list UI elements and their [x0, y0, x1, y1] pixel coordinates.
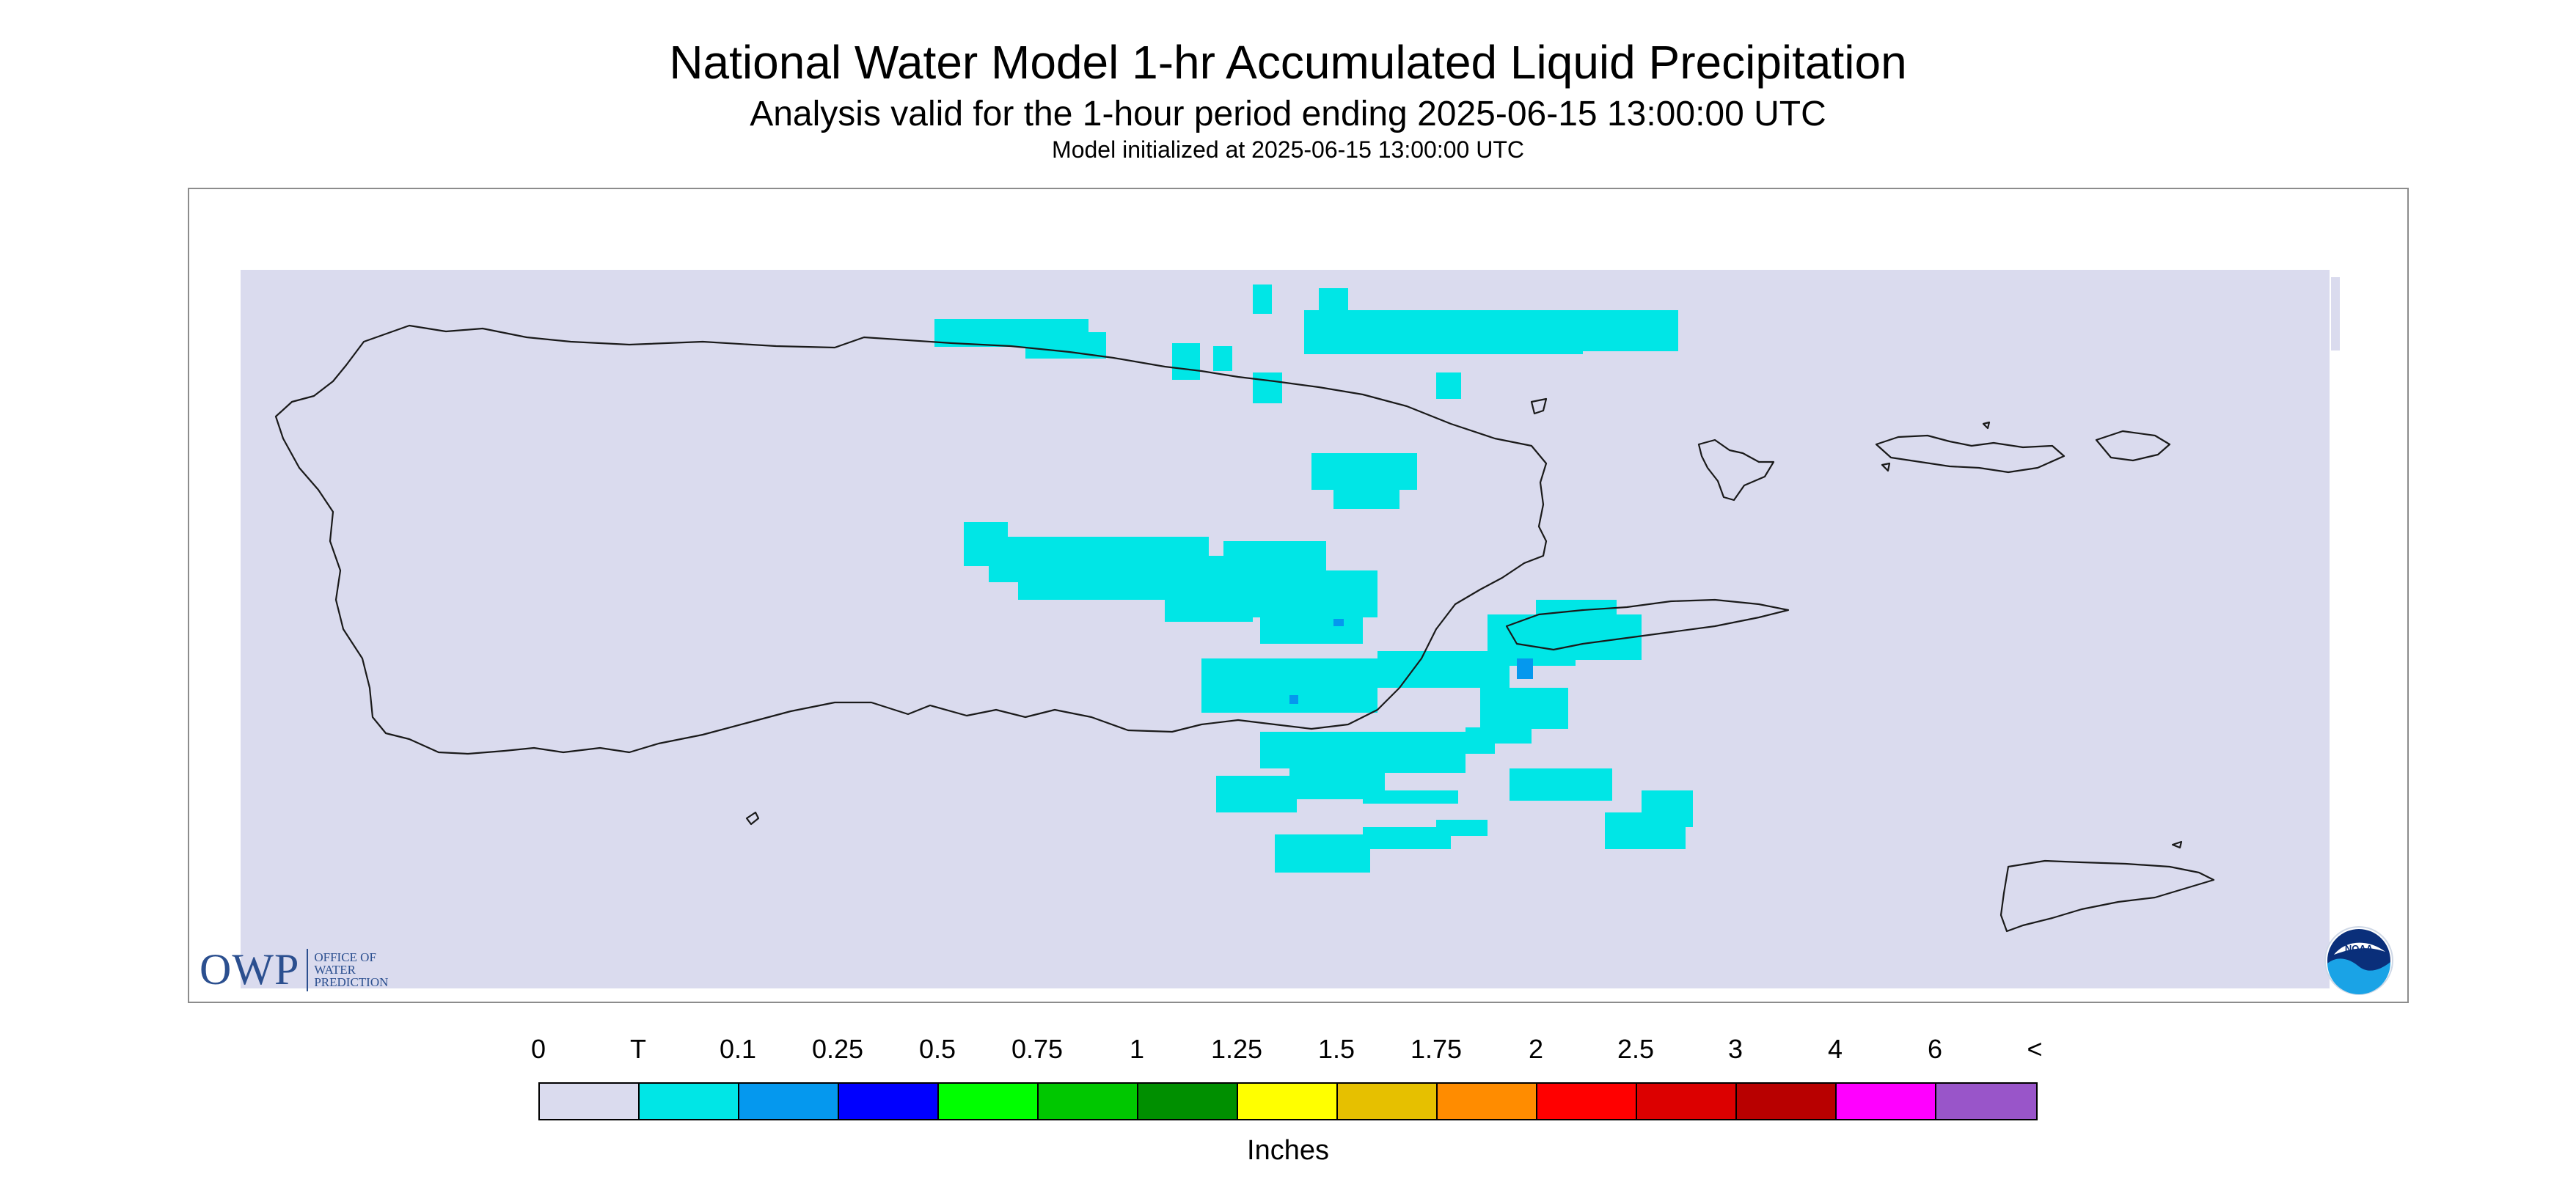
culebra-outline	[1530, 397, 1548, 415]
precip-cell	[1333, 482, 1399, 509]
domain-bottom-gap	[788, 988, 1771, 1002]
st-john-east-outline	[2095, 430, 2171, 462]
owp-line: PREDICTION	[314, 975, 389, 989]
legend-color-box	[1837, 1084, 1936, 1119]
legend-tick-label: 3	[1727, 1034, 1743, 1064]
st-croix-outline	[1999, 859, 2215, 933]
precip-cell	[1510, 768, 1612, 801]
precip-trace-areas	[934, 285, 1693, 873]
precip-cell	[1260, 600, 1363, 644]
precip-cell	[1583, 310, 1678, 351]
precip-cell-01	[1517, 658, 1533, 679]
precip-map	[241, 270, 2340, 1002]
legend-color-box	[839, 1084, 939, 1119]
legend-tick-label: T	[630, 1034, 646, 1064]
model-init-line: Model initialized at 2025-06-15 13:00:00…	[1052, 136, 1524, 163]
legend-color-box	[640, 1084, 739, 1119]
legend-color-box	[1338, 1084, 1438, 1119]
legend-color-box	[939, 1084, 1039, 1119]
islet-outline	[2171, 840, 2183, 849]
legend-tick-label: 6	[1927, 1034, 1943, 1064]
legend-color-box	[1537, 1084, 1637, 1119]
legend-colorbar	[538, 1082, 2038, 1120]
legend-tick-label: 4	[1827, 1034, 1843, 1064]
puerto-rico-outline	[274, 324, 1548, 755]
precip-cell	[1466, 727, 1532, 744]
map-panel	[188, 188, 2409, 1003]
legend-tick-label: 0.1	[719, 1034, 757, 1064]
islet-outline	[1881, 462, 1891, 472]
legend-tick-label: <	[2027, 1034, 2043, 1064]
legend-color-box	[1238, 1084, 1338, 1119]
legend-tick-label: 1	[1129, 1034, 1145, 1064]
legend-color-box	[739, 1084, 839, 1119]
owp-line: OFFICE OF	[314, 950, 376, 964]
owp-logo-divider	[307, 948, 309, 991]
precip-cell	[1304, 310, 1583, 354]
precip-cell	[1348, 746, 1466, 773]
legend-color-box	[540, 1084, 640, 1119]
legend-tick-label: 2	[1528, 1034, 1544, 1064]
precip-cell	[1201, 658, 1377, 713]
precip-cell	[1213, 346, 1232, 371]
precip-cell	[1253, 372, 1282, 403]
coastlines	[274, 324, 2215, 933]
legend-tick-label: 1.25	[1210, 1034, 1263, 1064]
domain-notch	[2331, 277, 2340, 350]
noaa-wave	[2327, 958, 2391, 994]
precip-cell	[1216, 776, 1297, 812]
noaa-logo: NOAA	[2324, 926, 2393, 995]
precip-cell	[1018, 570, 1165, 600]
legend-tick-label: 0.25	[811, 1034, 864, 1064]
legend-color-box	[1737, 1084, 1837, 1119]
mona-island-outline	[745, 811, 760, 826]
owp-logo: OWP OFFICE OF WATER PREDICTION	[200, 944, 388, 995]
legend-tick-label: 2.5	[1617, 1034, 1655, 1064]
precip-cell-01	[1333, 619, 1344, 626]
precip-cell-01	[1289, 695, 1298, 704]
noaa-text: NOAA	[2345, 943, 2374, 954]
noaa-gull	[2334, 942, 2385, 955]
legend-labels: 0 T 0.1 0.25 0.5 0.75 1 1.25 1.5 1.75 2 2.5 3 4 6 <	[0, 1034, 2576, 1071]
precip-cell	[1642, 790, 1693, 827]
legend-units: Inches	[1247, 1135, 1329, 1166]
legend-color-box	[1039, 1084, 1138, 1119]
precip-cell	[1025, 332, 1106, 359]
precip-cell	[1480, 688, 1568, 729]
precip-cell	[1363, 790, 1458, 804]
precip-cell	[1253, 285, 1272, 314]
precip-cell	[1275, 834, 1370, 873]
precip-cell	[1172, 343, 1200, 380]
vieques-outline	[1505, 598, 1790, 651]
precip-cell	[1436, 820, 1488, 836]
legend-color-box	[1138, 1084, 1238, 1119]
precip-01-areas	[1289, 619, 1533, 704]
legend-color-box	[1637, 1084, 1737, 1119]
legend-tick-label: 1.5	[1317, 1034, 1355, 1064]
owp-logo-text: OWP	[200, 945, 300, 994]
st-thomas-outline	[1697, 438, 1775, 502]
islet-outline	[1982, 421, 1991, 430]
precip-cell	[1436, 372, 1461, 399]
legend-tick-label: 0.5	[918, 1034, 956, 1064]
map-title: National Water Model 1-hr Accumulated Li…	[669, 36, 1907, 89]
legend-tick-label: 1.75	[1410, 1034, 1463, 1064]
legend-color-box	[1438, 1084, 1537, 1119]
owp-logo-subtext: OFFICE OF WATER PREDICTION	[314, 951, 388, 988]
legend-tick-label: 0.75	[1011, 1034, 1064, 1064]
legend-color-box	[1936, 1084, 2036, 1119]
legend-tick-label: 0	[530, 1034, 546, 1064]
map-subtitle: Analysis valid for the 1-hour period end…	[750, 95, 1826, 133]
st-john-outline	[1875, 434, 2065, 474]
owp-line: WATER	[314, 963, 356, 977]
